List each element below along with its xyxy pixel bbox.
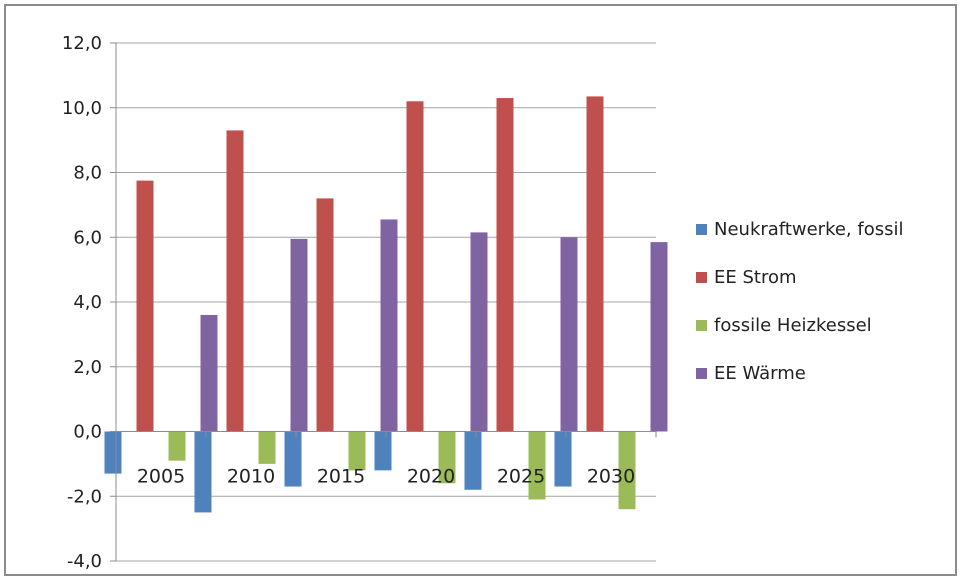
category-label: 2030 bbox=[587, 466, 635, 488]
y-tick-labels: -4,0 -2,0 0,0 2,0 4,0 6,0 8,0 10,0 12,0 bbox=[62, 33, 102, 572]
bar-fossile-heizkessel-2030 bbox=[618, 431, 636, 510]
legend-swatch bbox=[696, 224, 707, 235]
legend: Neukraftwerke, fossil EE Strom fossile Hei… bbox=[696, 219, 903, 384]
bar-ee-strom-2020 bbox=[406, 101, 424, 432]
bar-neukraftwerke-fossil-2010 bbox=[194, 431, 212, 513]
bar-ee-strom-2025 bbox=[496, 98, 514, 432]
bars bbox=[104, 96, 668, 513]
y-tick-label: 0,0 bbox=[73, 422, 102, 443]
chart-frame: -4,0 -2,0 0,0 2,0 4,0 6,0 8,0 10,0 12,0 2005 2010… bbox=[4, 4, 957, 576]
bar-ee-strom-2015 bbox=[316, 198, 334, 432]
bar-ee-w-rme-2030 bbox=[650, 242, 668, 432]
y-tick-label: 10,0 bbox=[62, 98, 102, 119]
bar-neukraftwerke-fossil-2015 bbox=[284, 431, 302, 487]
bar-ee-w-rme-2005 bbox=[200, 314, 218, 432]
bar-fossile-heizkessel-2015 bbox=[348, 431, 366, 471]
category-label: 2015 bbox=[317, 466, 365, 488]
y-tick-label: -4,0 bbox=[67, 551, 102, 572]
category-label: 2025 bbox=[497, 466, 545, 488]
y-tick-label: 12,0 bbox=[62, 33, 102, 54]
axes bbox=[110, 42, 657, 562]
category-label: 2005 bbox=[137, 466, 185, 488]
legend-label: Neukraftwerke, fossil bbox=[714, 219, 903, 240]
bar-ee-w-rme-2025 bbox=[560, 237, 578, 432]
y-tick-label: 8,0 bbox=[73, 163, 102, 184]
bar-fossile-heizkessel-2010 bbox=[258, 431, 276, 464]
bar-ee-w-rme-2015 bbox=[380, 219, 398, 432]
legend-swatch bbox=[696, 368, 707, 379]
category-label: 2020 bbox=[407, 466, 455, 488]
y-tick-label: 2,0 bbox=[73, 357, 102, 378]
bar-fossile-heizkessel-2025 bbox=[528, 431, 546, 500]
y-tick-label: -2,0 bbox=[67, 486, 102, 507]
y-tick-label: 4,0 bbox=[73, 292, 102, 313]
bar-neukraftwerke-fossil-2005 bbox=[104, 431, 122, 474]
legend-swatch bbox=[696, 320, 707, 331]
bar-ee-w-rme-2010 bbox=[290, 238, 308, 432]
bar-chart: -4,0 -2,0 0,0 2,0 4,0 6,0 8,0 10,0 12,0 2005 2010… bbox=[62, 33, 904, 572]
category-label: 2010 bbox=[227, 466, 275, 488]
bar-ee-strom-2030 bbox=[586, 96, 604, 432]
legend-swatch bbox=[696, 272, 707, 283]
legend-label: EE Wärme bbox=[714, 363, 806, 384]
bar-ee-w-rme-2020 bbox=[470, 232, 488, 432]
bar-ee-strom-2010 bbox=[226, 130, 244, 432]
y-tick-label: 6,0 bbox=[73, 227, 102, 248]
bar-neukraftwerke-fossil-2030 bbox=[554, 431, 572, 487]
bar-ee-strom-2005 bbox=[136, 180, 154, 432]
bar-fossile-heizkessel-2020 bbox=[438, 431, 456, 484]
category-labels: 2005 2010 2015 2020 2025 2030 bbox=[137, 466, 635, 488]
legend-label: EE Strom bbox=[714, 267, 797, 288]
bar-neukraftwerke-fossil-2025 bbox=[464, 431, 482, 490]
legend-label: fossile Heizkessel bbox=[714, 315, 872, 336]
bar-neukraftwerke-fossil-2020 bbox=[374, 431, 392, 471]
bar-fossile-heizkessel-2005 bbox=[168, 431, 186, 461]
